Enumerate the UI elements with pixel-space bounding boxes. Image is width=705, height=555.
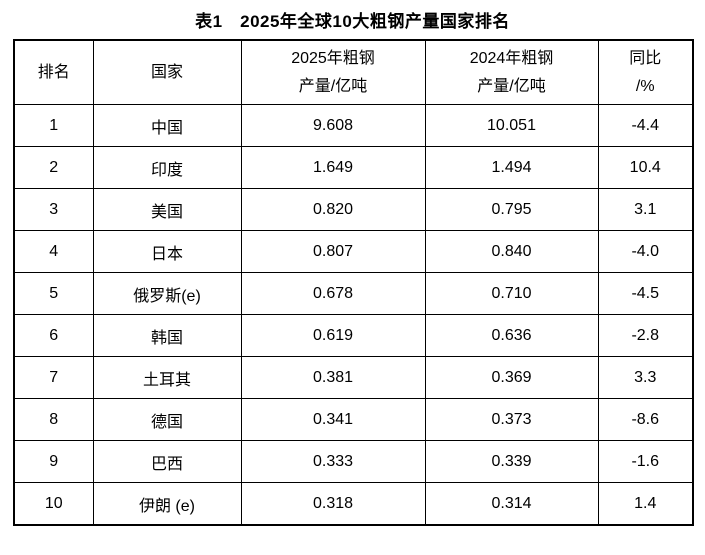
cell-country: 日本 bbox=[92, 230, 242, 273]
cell-prod-2024: 0.840 bbox=[424, 230, 599, 273]
cell-yoy: -4.5 bbox=[597, 272, 694, 315]
cell-prod-2025: 1.649 bbox=[240, 146, 426, 189]
cell-prod-2025: 0.341 bbox=[240, 398, 426, 441]
cell-country: 土耳其 bbox=[92, 356, 242, 399]
cell-rank: 7 bbox=[13, 356, 94, 399]
cell-yoy: -4.0 bbox=[597, 230, 694, 273]
cell-prod-2024: 10.051 bbox=[424, 104, 599, 147]
cell-country: 印度 bbox=[92, 146, 242, 189]
cell-rank: 6 bbox=[13, 314, 94, 357]
cell-rank: 9 bbox=[13, 440, 94, 483]
column-header-rank: 排名 bbox=[13, 39, 94, 105]
table-title: 表1 2025年全球10大粗钢产量国家排名 bbox=[195, 12, 510, 31]
cell-country: 巴西 bbox=[92, 440, 242, 483]
table-header-row: 排名 国家 2025年粗钢 产量/亿吨 2024年粗钢 产量/亿吨 同比 /% bbox=[13, 39, 694, 105]
cell-country: 中国 bbox=[92, 104, 242, 147]
cell-prod-2024: 0.373 bbox=[424, 398, 599, 441]
cell-country: 俄罗斯(e) bbox=[92, 272, 242, 315]
cell-prod-2024: 0.369 bbox=[424, 356, 599, 399]
cell-yoy: -2.8 bbox=[597, 314, 694, 357]
cell-rank: 4 bbox=[13, 230, 94, 273]
cell-rank: 8 bbox=[13, 398, 94, 441]
cell-rank: 2 bbox=[13, 146, 94, 189]
table-row: 2 印度 1.649 1.494 10.4 bbox=[13, 146, 694, 189]
table-row: 8 德国 0.341 0.373 -8.6 bbox=[13, 398, 694, 441]
column-header-yoy: 同比 /% bbox=[597, 39, 694, 105]
cell-yoy: -1.6 bbox=[597, 440, 694, 483]
table-row: 4 日本 0.807 0.840 -4.0 bbox=[13, 230, 694, 273]
steel-production-ranking-table: 排名 国家 2025年粗钢 产量/亿吨 2024年粗钢 产量/亿吨 同比 /% … bbox=[13, 39, 694, 526]
cell-yoy: 10.4 bbox=[597, 146, 694, 189]
cell-country: 美国 bbox=[92, 188, 242, 231]
cell-prod-2025: 0.333 bbox=[240, 440, 426, 483]
cell-rank: 3 bbox=[13, 188, 94, 231]
table-row: 10 伊朗 (e) 0.318 0.314 1.4 bbox=[13, 482, 694, 526]
cell-prod-2025: 0.807 bbox=[240, 230, 426, 273]
cell-prod-2025: 0.678 bbox=[240, 272, 426, 315]
cell-yoy: 3.3 bbox=[597, 356, 694, 399]
cell-prod-2025: 0.318 bbox=[240, 482, 426, 526]
cell-yoy: -4.4 bbox=[597, 104, 694, 147]
column-header-prod-2024: 2024年粗钢 产量/亿吨 bbox=[424, 39, 599, 105]
cell-country: 德国 bbox=[92, 398, 242, 441]
cell-prod-2024: 0.339 bbox=[424, 440, 599, 483]
cell-country: 伊朗 (e) bbox=[92, 482, 242, 526]
column-header-prod-2025: 2025年粗钢 产量/亿吨 bbox=[240, 39, 426, 105]
cell-rank: 10 bbox=[13, 482, 94, 526]
cell-yoy: 3.1 bbox=[597, 188, 694, 231]
cell-prod-2025: 9.608 bbox=[240, 104, 426, 147]
cell-prod-2024: 0.314 bbox=[424, 482, 599, 526]
cell-yoy: 1.4 bbox=[597, 482, 694, 526]
cell-rank: 5 bbox=[13, 272, 94, 315]
cell-prod-2024: 1.494 bbox=[424, 146, 599, 189]
cell-prod-2025: 0.820 bbox=[240, 188, 426, 231]
cell-rank: 1 bbox=[13, 104, 94, 147]
cell-prod-2024: 0.710 bbox=[424, 272, 599, 315]
cell-prod-2025: 0.619 bbox=[240, 314, 426, 357]
cell-prod-2025: 0.381 bbox=[240, 356, 426, 399]
column-header-country: 国家 bbox=[92, 39, 242, 105]
table-row: 9 巴西 0.333 0.339 -1.6 bbox=[13, 440, 694, 483]
cell-yoy: -8.6 bbox=[597, 398, 694, 441]
cell-country: 韩国 bbox=[92, 314, 242, 357]
cell-prod-2024: 0.795 bbox=[424, 188, 599, 231]
table-row: 6 韩国 0.619 0.636 -2.8 bbox=[13, 314, 694, 357]
table-row: 7 土耳其 0.381 0.369 3.3 bbox=[13, 356, 694, 399]
table-row: 5 俄罗斯(e) 0.678 0.710 -4.5 bbox=[13, 272, 694, 315]
table-row: 3 美国 0.820 0.795 3.1 bbox=[13, 188, 694, 231]
table-row: 1 中国 9.608 10.051 -4.4 bbox=[13, 104, 694, 147]
cell-prod-2024: 0.636 bbox=[424, 314, 599, 357]
